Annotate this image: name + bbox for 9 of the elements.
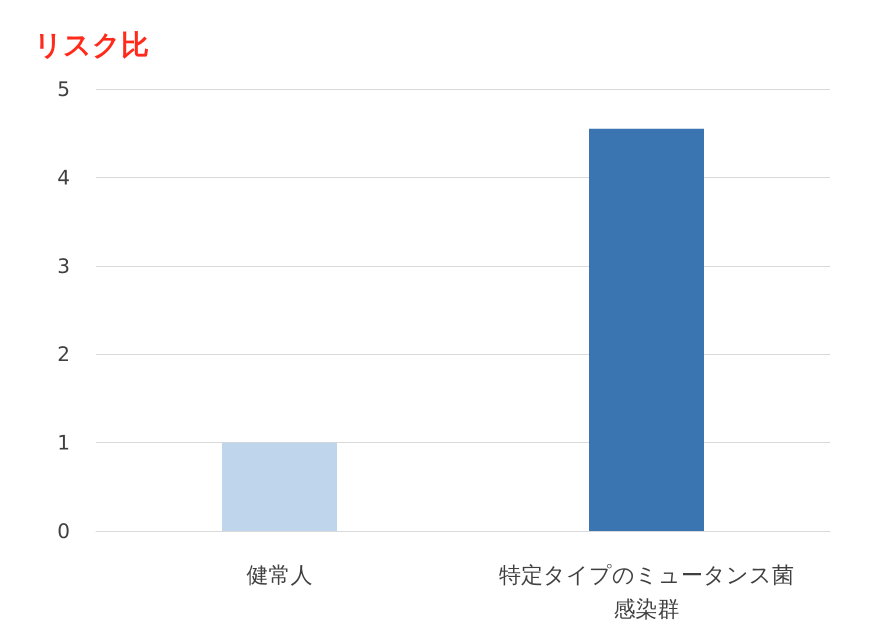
x-tick-label: 健常人 [246, 564, 312, 588]
y-tick-label: 0 [57, 519, 70, 543]
y-tick-label: 5 [57, 77, 70, 101]
y-tick-label: 2 [57, 342, 70, 366]
y-tick-label: 1 [57, 430, 70, 455]
y-axis-title: リスク比 [34, 28, 149, 62]
y-tick-label: 3 [57, 254, 70, 278]
y-tick-label: 4 [57, 165, 70, 190]
x-tick-label: 特定タイプのミュータンス菌感染群 [499, 564, 794, 622]
